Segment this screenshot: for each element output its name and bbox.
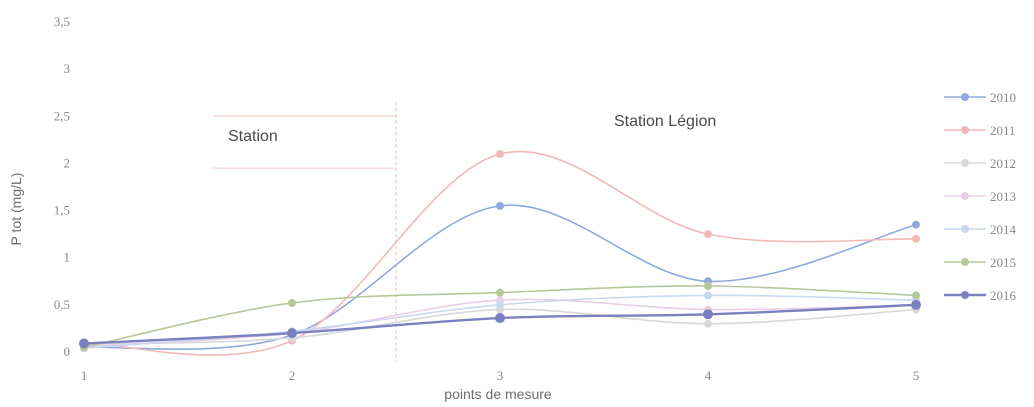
- annotation-station-legion: Station Légion: [614, 113, 716, 130]
- data-point-2014: [496, 300, 504, 309]
- legend-label: 2011: [990, 123, 1016, 138]
- data-point-2016: [79, 338, 89, 349]
- data-point-2010: [496, 201, 504, 210]
- y-tick-label: 3,5: [54, 14, 70, 29]
- legend-swatch-marker: [961, 291, 969, 299]
- legend-label: 2016: [990, 288, 1017, 303]
- x-tick-label: 1: [81, 368, 88, 383]
- annotation-station: Station: [228, 128, 278, 145]
- legend-item-2014: 2014: [944, 222, 1017, 237]
- legend-swatch-marker: [961, 225, 969, 233]
- data-point-2015: [912, 291, 920, 300]
- data-point-2011: [704, 230, 712, 239]
- legend: 2010 2011 2012 2013 2014 2015 2016: [944, 90, 1017, 303]
- x-tick-label: 3: [497, 368, 504, 383]
- series-line-2011: [83, 150, 917, 356]
- legend-item-2010: 2010: [944, 90, 1016, 105]
- legend-item-2011: 2011: [944, 123, 1016, 138]
- data-point-2015: [288, 298, 296, 307]
- legend-item-2013: 2013: [944, 189, 1016, 204]
- x-axis-title: points de mesure: [444, 386, 552, 402]
- data-point-2010: [912, 220, 920, 229]
- x-axis-ticks: 1 2 3 4 5: [81, 368, 920, 383]
- x-tick-label: 2: [289, 368, 296, 383]
- legend-swatch-marker: [961, 93, 969, 101]
- y-tick-label: 1: [64, 250, 71, 265]
- series-2016: [79, 299, 921, 349]
- data-point-2015: [704, 282, 712, 290]
- data-point-2016: [703, 309, 713, 320]
- legend-item-2015: 2015: [944, 255, 1016, 270]
- legend-label: 2012: [990, 156, 1016, 171]
- legend-label: 2014: [990, 222, 1017, 237]
- y-tick-label: 1,5: [54, 203, 70, 218]
- legend-label: 2015: [990, 255, 1016, 270]
- series-group: [79, 150, 921, 356]
- legend-item-2016: 2016: [944, 288, 1017, 303]
- data-point-2016: [287, 328, 297, 339]
- y-tick-label: 0: [64, 344, 71, 359]
- y-tick-label: 3: [64, 61, 71, 76]
- series-2010: [80, 201, 920, 352]
- data-point-2016: [495, 313, 505, 324]
- legend-swatch-marker: [961, 159, 969, 167]
- legend-swatch-marker: [961, 126, 969, 134]
- data-point-2011: [496, 150, 504, 158]
- y-tick-label: 2,5: [54, 108, 70, 123]
- data-point-2012: [704, 319, 712, 328]
- x-tick-label: 4: [705, 368, 712, 383]
- legend-item-2012: 2012: [944, 156, 1016, 171]
- y-axis-title: P tot (mg/L): [8, 173, 24, 246]
- legend-swatch-marker: [961, 258, 969, 266]
- series-2011: [80, 150, 920, 356]
- series-line-2010: [83, 204, 917, 351]
- legend-label: 2013: [990, 189, 1016, 204]
- data-point-2011: [912, 234, 920, 243]
- y-tick-label: 0,5: [54, 297, 70, 312]
- y-axis-ticks: 0 0,5 1 1,5 2 2,5 3 3,5: [54, 14, 70, 359]
- legend-label: 2010: [990, 90, 1016, 105]
- data-point-2016: [911, 299, 921, 310]
- data-point-2014: [704, 291, 712, 300]
- legend-swatch-marker: [961, 192, 969, 200]
- y-tick-label: 2: [64, 155, 71, 170]
- x-tick-label: 5: [913, 368, 920, 383]
- data-point-2015: [496, 288, 504, 297]
- series-2012: [80, 305, 920, 349]
